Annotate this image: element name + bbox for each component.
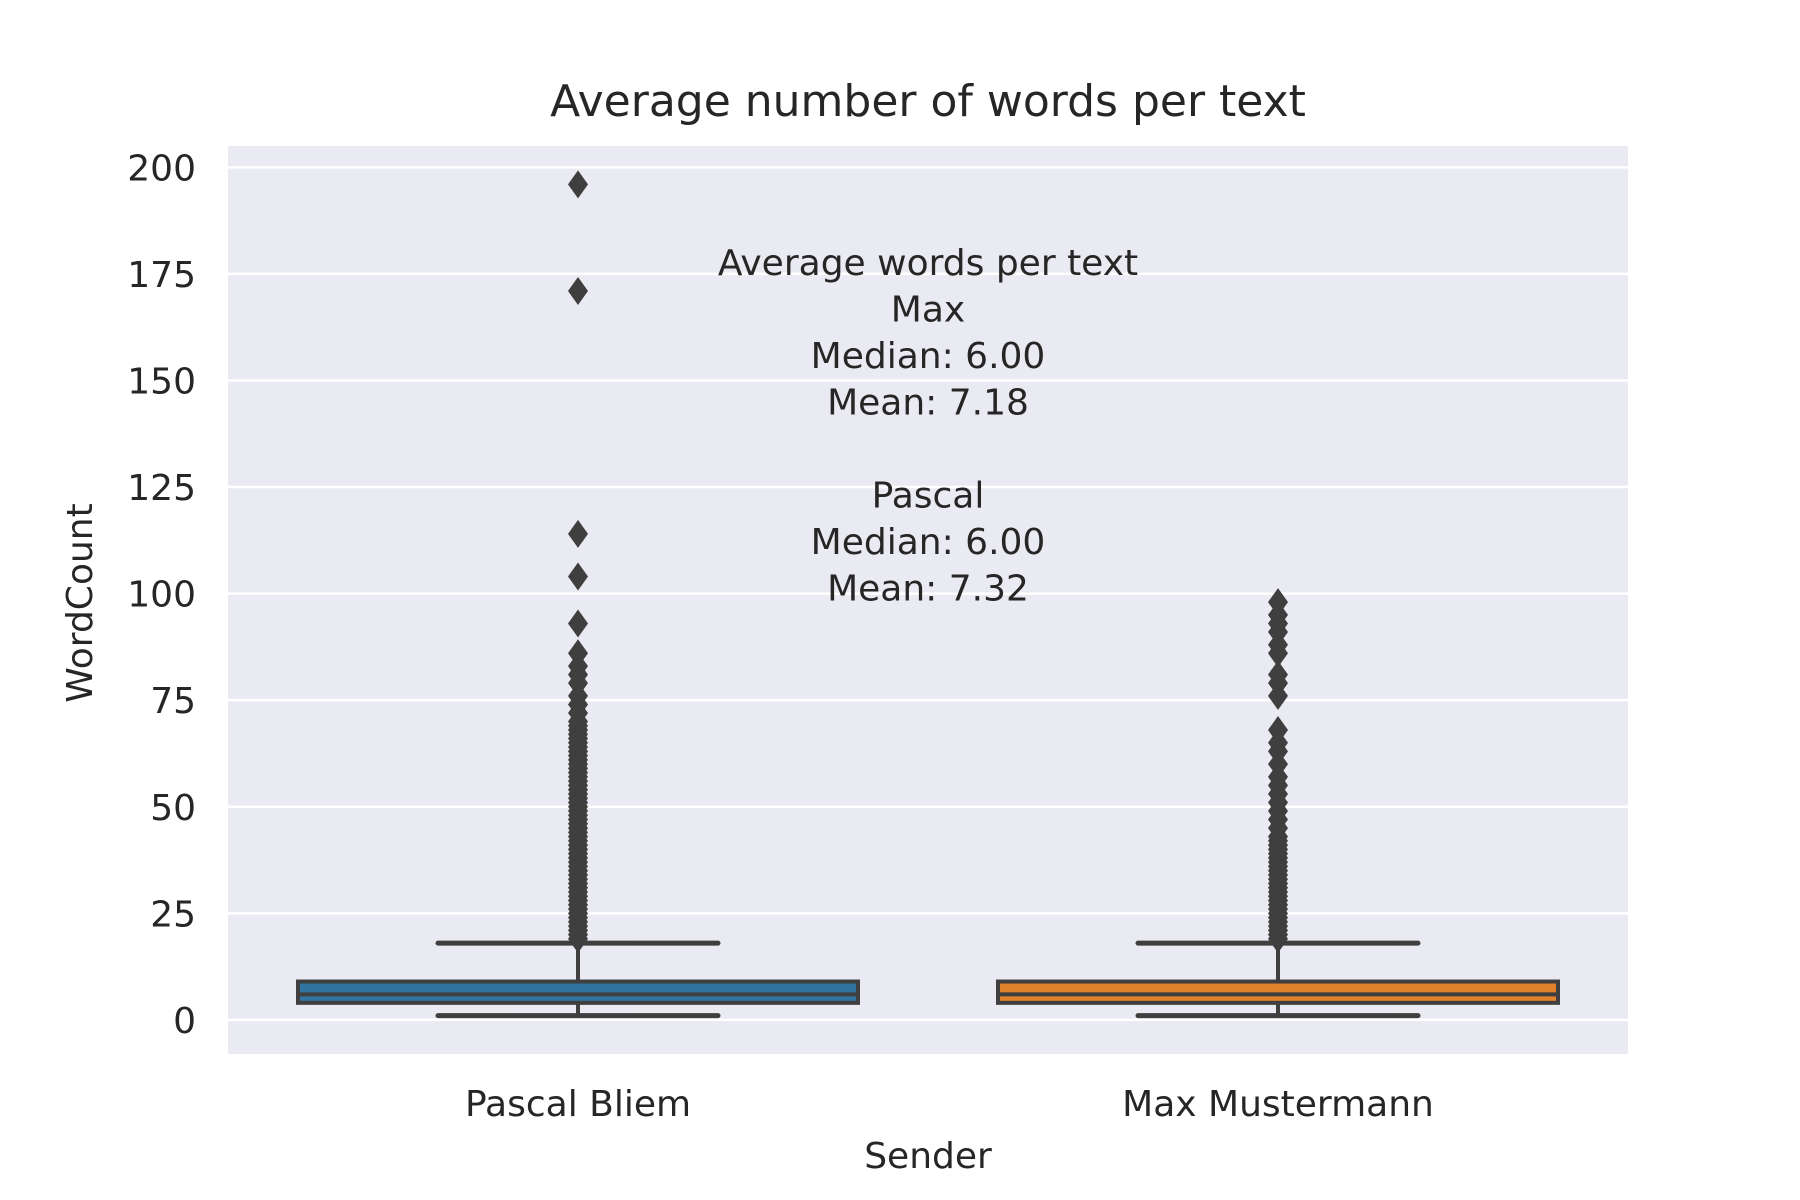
annotation-line: Median: 6.00	[811, 336, 1046, 377]
box-group	[296, 170, 860, 1019]
outlier-point	[1268, 660, 1288, 689]
outlier-point	[568, 519, 588, 548]
outlier-point	[568, 170, 588, 199]
outlier-point	[568, 276, 588, 305]
annotation-line: Mean: 7.32	[827, 569, 1029, 610]
x-axis-label: Sender	[864, 1136, 992, 1177]
annotation-line: Mean: 7.18	[827, 383, 1029, 424]
gridlines	[228, 166, 1628, 1022]
y-tick-label: 75	[150, 681, 196, 722]
outlier-point	[1268, 716, 1288, 745]
box-iqr	[996, 979, 1560, 1005]
box-series	[296, 170, 1560, 1019]
outlier-point	[568, 639, 588, 668]
y-tick-label: 200	[127, 148, 196, 189]
outlier-point	[568, 562, 588, 591]
x-tick-label: Max Mustermann	[1122, 1084, 1434, 1125]
annotation-line: Median: 6.00	[811, 522, 1046, 563]
annotation-line: Max	[891, 290, 965, 331]
y-tick-label: 25	[150, 894, 196, 935]
y-tick-label: 125	[127, 468, 196, 509]
y-axis-label: WordCount	[60, 503, 101, 702]
y-tick-label: 175	[127, 255, 196, 296]
plot-background	[228, 146, 1628, 1054]
x-tick-label: Pascal Bliem	[465, 1084, 691, 1125]
annotation-line: Pascal	[872, 476, 985, 517]
outlier-point	[568, 609, 588, 638]
y-tick-label: 150	[127, 361, 196, 402]
outlier-point	[1268, 588, 1288, 617]
chart-title: Average number of words per text	[550, 76, 1306, 127]
annotation-line: Average words per text	[718, 243, 1138, 284]
box-group	[996, 588, 1560, 1019]
y-tick-labels: 0 25 50 75 100 125 150 175 200	[127, 148, 196, 1042]
y-tick-label: 100	[127, 575, 196, 616]
y-tick-label: 50	[150, 788, 196, 829]
y-tick-label: 0	[173, 1001, 196, 1042]
box-iqr	[296, 979, 860, 1005]
x-tick-labels: Pascal Bliem Max Mustermann	[465, 1084, 1434, 1125]
stats-annotation: Average words per text Max Median: 6.00 Mea…	[718, 243, 1138, 610]
